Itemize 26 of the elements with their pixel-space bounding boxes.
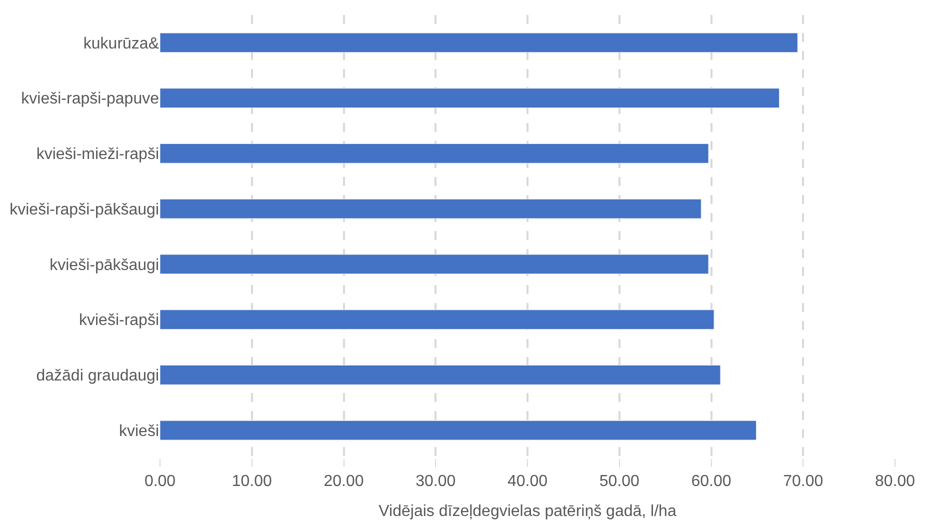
x-tick-label: 70.00 bbox=[783, 473, 824, 490]
y-tick-label: kvieši bbox=[118, 422, 159, 440]
x-tick-label: 20.00 bbox=[324, 473, 364, 490]
x-tick-label: 60.00 bbox=[691, 473, 732, 490]
x-tick-label: 30.00 bbox=[416, 473, 456, 490]
bar bbox=[160, 365, 721, 385]
x-axis-title: Vidējais dīzeļdegvielas patēriņš gadā, l/ha bbox=[378, 502, 676, 520]
bar bbox=[160, 32, 798, 53]
x-tick-label: 50.00 bbox=[599, 473, 640, 490]
y-tick-label: kvieši-rapši-papuve bbox=[21, 90, 160, 108]
y-tick-label: kvieši-mieži-rapši bbox=[36, 146, 159, 164]
y-tick-label: kvieši-pākšaugi bbox=[50, 256, 159, 274]
x-tick-label: 40.00 bbox=[507, 473, 548, 490]
x-tick-label: 10.00 bbox=[232, 473, 272, 490]
bar bbox=[160, 310, 714, 330]
bar bbox=[160, 420, 757, 440]
bar bbox=[160, 254, 709, 274]
y-tick-label: kvieši-rapši bbox=[78, 312, 159, 330]
bar bbox=[160, 88, 780, 108]
y-tick-label: kvieši-rapši-pākšaugi bbox=[10, 201, 159, 218]
x-tick-label: 0.00 bbox=[144, 473, 176, 490]
y-tick-label: dažādi graudaugi bbox=[36, 368, 159, 385]
bar bbox=[160, 144, 709, 164]
bar bbox=[160, 198, 702, 219]
y-tick-label: kukurūza& bbox=[83, 35, 160, 52]
x-tick-label: 80.00 bbox=[874, 473, 916, 490]
